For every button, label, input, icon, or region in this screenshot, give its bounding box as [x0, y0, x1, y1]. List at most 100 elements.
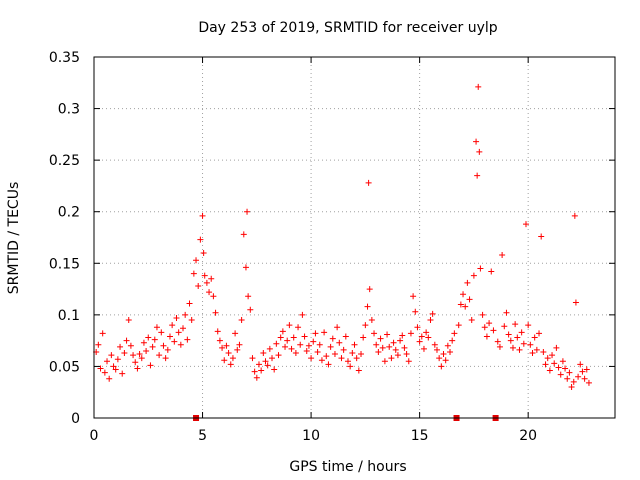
data-point: [210, 293, 217, 300]
data-point: [525, 322, 532, 329]
data-point: [540, 348, 547, 355]
axis-ticks: 0 5 10 15 20 0 0.05 0.1 0.15 0.2 0.25 0.3 0.35: [49, 50, 615, 444]
data-point: [520, 340, 527, 347]
data-point: [303, 347, 310, 354]
data-point: [223, 342, 230, 349]
data-point: [583, 366, 590, 373]
x-tick-label: 15: [411, 428, 429, 444]
data-point: [134, 365, 141, 372]
data-point: [143, 347, 150, 354]
y-tick-label: 0.35: [49, 50, 80, 66]
data-point: [97, 365, 104, 372]
data-point: [351, 341, 358, 348]
data-point: [127, 342, 134, 349]
data-point: [585, 379, 592, 386]
data-point: [147, 362, 154, 369]
data-point: [499, 252, 506, 259]
data-point: [423, 329, 430, 336]
data-point: [288, 345, 295, 352]
data-point: [340, 346, 347, 353]
data-point: [544, 355, 551, 362]
data-point: [188, 317, 195, 324]
data-point: [153, 324, 160, 331]
data-point: [557, 371, 564, 378]
data-point: [145, 334, 152, 341]
data-point: [151, 336, 158, 343]
data-point: [414, 324, 421, 331]
data-point: [429, 310, 436, 317]
data-point: [136, 351, 143, 358]
x-tick-label: 10: [302, 428, 320, 444]
data-point: [473, 138, 480, 145]
data-point: [169, 322, 176, 329]
data-point: [125, 317, 132, 324]
data-point: [410, 293, 417, 300]
data-point: [509, 344, 516, 351]
data-point: [455, 322, 462, 329]
data-point: [375, 348, 382, 355]
data-point: [123, 337, 130, 344]
data-point: [132, 359, 139, 366]
data-point: [175, 329, 182, 336]
data-point: [149, 343, 156, 350]
data-point: [368, 317, 375, 324]
data-point: [360, 334, 367, 341]
data-point: [282, 343, 289, 350]
data-point: [275, 352, 282, 359]
data-point: [476, 148, 483, 155]
data-point: [312, 330, 319, 337]
data-point: [277, 334, 284, 341]
data-point: [420, 345, 427, 352]
chart-title: Day 253 of 2019, SRMTID for receiver uyl…: [198, 20, 497, 36]
data-point: [464, 279, 471, 286]
data-point: [427, 317, 434, 324]
data-point: [390, 339, 397, 346]
data-point: [566, 369, 573, 376]
data-series: [93, 83, 592, 391]
data-point: [394, 352, 401, 359]
data-point: [546, 367, 553, 374]
data-point: [314, 348, 321, 355]
data-point: [444, 342, 451, 349]
data-point: [244, 208, 251, 215]
data-point: [575, 373, 582, 380]
data-point: [366, 286, 373, 293]
data-point: [347, 363, 354, 370]
data-point: [338, 355, 345, 362]
data-point: [200, 249, 207, 256]
data-point: [279, 328, 286, 335]
data-point: [284, 337, 291, 344]
data-point: [216, 337, 223, 344]
data-point: [114, 356, 121, 363]
data-point: [305, 342, 312, 349]
data-point: [577, 361, 584, 368]
data-point: [290, 334, 297, 341]
data-point: [507, 337, 514, 344]
data-point: [384, 331, 391, 338]
data-point: [166, 333, 173, 340]
data-point: [101, 369, 108, 376]
y-tick-label: 0: [71, 411, 80, 427]
data-point: [477, 265, 484, 272]
data-point: [407, 330, 414, 337]
data-point: [140, 339, 147, 346]
data-point: [342, 333, 349, 340]
data-point: [474, 172, 481, 179]
data-point: [264, 362, 271, 369]
data-point: [349, 350, 356, 357]
data-point: [110, 363, 117, 370]
data-point: [327, 343, 334, 350]
data-point: [190, 270, 197, 277]
data-point: [536, 330, 543, 337]
data-point: [399, 332, 406, 339]
data-point: [104, 358, 111, 365]
data-point: [234, 346, 241, 353]
data-point: [442, 357, 449, 364]
data-point: [488, 268, 495, 275]
data-point: [173, 314, 180, 321]
data-point: [301, 333, 308, 340]
data-point: [490, 327, 497, 334]
data-point: [162, 355, 169, 362]
data-point: [564, 375, 571, 382]
